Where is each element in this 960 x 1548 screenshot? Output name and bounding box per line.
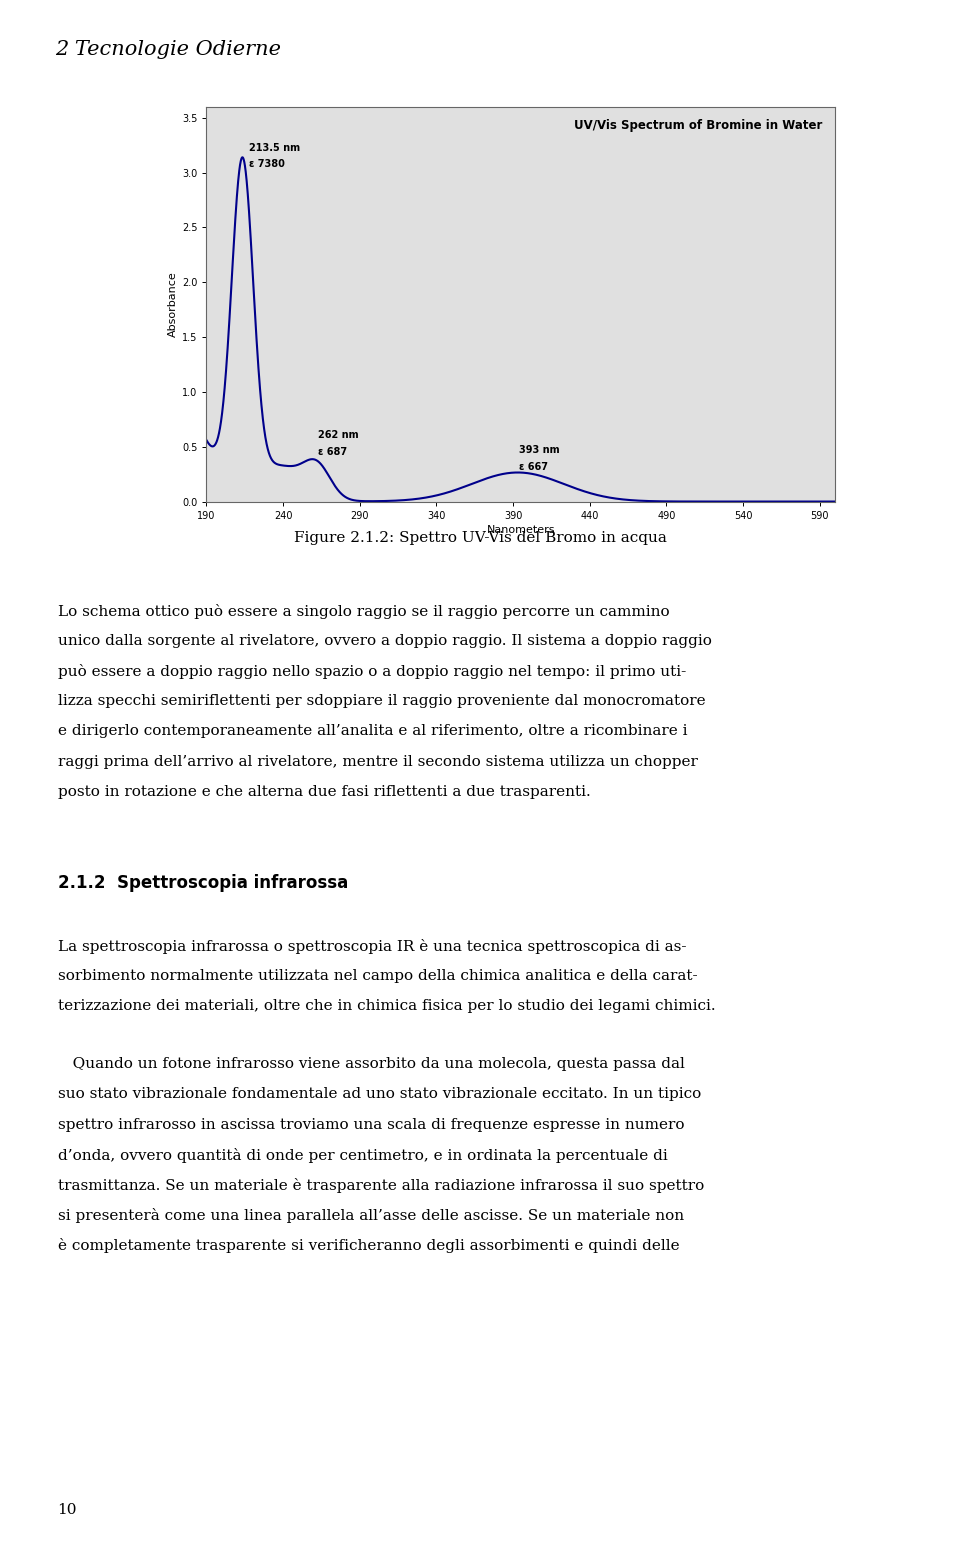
Text: 10: 10 <box>58 1503 77 1517</box>
Text: unico dalla sorgente al rivelatore, ovvero a doppio raggio. Il sistema a doppio : unico dalla sorgente al rivelatore, ovve… <box>58 635 711 649</box>
Text: sorbimento normalmente utilizzata nel campo della chimica analitica e della cara: sorbimento normalmente utilizzata nel ca… <box>58 969 697 983</box>
Text: UV/Vis Spectrum of Bromine in Water: UV/Vis Spectrum of Bromine in Water <box>574 119 823 132</box>
Text: Lo schema ottico può essere a singolo raggio se il raggio percorre un cammino: Lo schema ottico può essere a singolo ra… <box>58 604 669 619</box>
Text: trasmittanza. Se un materiale è trasparente alla radiazione infrarossa il suo sp: trasmittanza. Se un materiale è traspare… <box>58 1178 704 1194</box>
Text: ε 7380: ε 7380 <box>250 159 285 169</box>
Text: e dirigerlo contemporaneamente all’analita e al riferimento, oltre a ricombinare: e dirigerlo contemporaneamente all’anali… <box>58 724 687 738</box>
Text: La spettroscopia infrarossa o spettroscopia IR è una tecnica spettroscopica di a: La spettroscopia infrarossa o spettrosco… <box>58 938 686 954</box>
Text: può essere a doppio raggio nello spazio o a doppio raggio nel tempo: il primo ut: può essere a doppio raggio nello spazio … <box>58 664 685 680</box>
Text: Quando un fotone infrarosso viene assorbito da una molecola, questa passa dal: Quando un fotone infrarosso viene assorb… <box>58 1057 684 1071</box>
Y-axis label: Absorbance: Absorbance <box>168 271 178 337</box>
Text: spettro infrarosso in ascissa troviamo una scala di frequenze espresse in numero: spettro infrarosso in ascissa troviamo u… <box>58 1118 684 1132</box>
Text: d’onda, ovvero quantità di onde per centimetro, e in ordinata la percentuale di: d’onda, ovvero quantità di onde per cent… <box>58 1149 667 1163</box>
Text: raggi prima dell’arrivo al rivelatore, mentre il secondo sistema utilizza un cho: raggi prima dell’arrivo al rivelatore, m… <box>58 755 698 769</box>
Text: 2.1.2  Spettroscopia infrarossa: 2.1.2 Spettroscopia infrarossa <box>58 873 348 892</box>
Text: si presenterà come una linea parallela all’asse delle ascisse. Se un materiale n: si presenterà come una linea parallela a… <box>58 1207 684 1223</box>
Text: 262 nm: 262 nm <box>319 430 359 440</box>
Text: 213.5 nm: 213.5 nm <box>250 142 300 153</box>
Text: 393 nm: 393 nm <box>519 446 560 455</box>
Text: posto in rotazione e che alterna due fasi riflettenti a due trasparenti.: posto in rotazione e che alterna due fas… <box>58 785 590 799</box>
Text: 2 Tecnologie Odierne: 2 Tecnologie Odierne <box>55 40 280 59</box>
Text: Figure 2.1.2: Spettro UV-Vis del Bromo in acqua: Figure 2.1.2: Spettro UV-Vis del Bromo i… <box>294 531 666 545</box>
Text: è completamente trasparente si verificheranno degli assorbimenti e quindi delle: è completamente trasparente si verifiche… <box>58 1238 680 1254</box>
Text: ε 667: ε 667 <box>519 461 548 472</box>
X-axis label: Nanometers: Nanometers <box>487 525 555 534</box>
Text: terizzazione dei materiali, oltre che in chimica fisica per lo studio dei legami: terizzazione dei materiali, oltre che in… <box>58 1000 715 1014</box>
Text: lizza specchi semiriflettenti per sdoppiare il raggio proveniente dal monocromat: lizza specchi semiriflettenti per sdoppi… <box>58 694 706 709</box>
Text: suo stato vibrazionale fondamentale ad uno stato vibrazionale eccitato. In un ti: suo stato vibrazionale fondamentale ad u… <box>58 1087 701 1102</box>
Text: ε 687: ε 687 <box>319 446 348 457</box>
